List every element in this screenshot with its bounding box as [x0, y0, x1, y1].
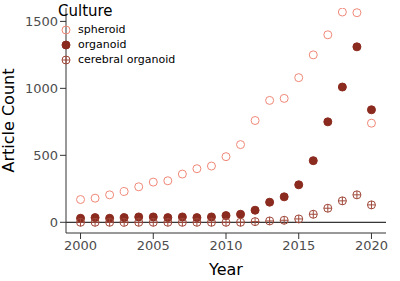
svg-text:2015: 2015: [282, 238, 315, 253]
html-text:cerebral organoid: cerebral organoid: [78, 53, 176, 66]
svg-text:2010: 2010: [209, 238, 242, 253]
html-text:Culture: Culture: [58, 2, 113, 20]
svg-text:500: 500: [33, 148, 58, 163]
svg-text:2020: 2020: [355, 238, 388, 253]
svg-text:0: 0: [50, 215, 58, 230]
svg-text:Article Count: Article Count: [8, 69, 18, 173]
svg-text:2005: 2005: [137, 238, 170, 253]
html-text:organoid: organoid: [78, 38, 127, 51]
svg-text:Year: Year: [208, 260, 243, 279]
svg-text:1000: 1000: [25, 81, 58, 96]
svg-text:2000: 2000: [64, 238, 97, 253]
html-text:spheroid: spheroid: [78, 23, 126, 36]
svg-text:1500: 1500: [25, 14, 58, 29]
